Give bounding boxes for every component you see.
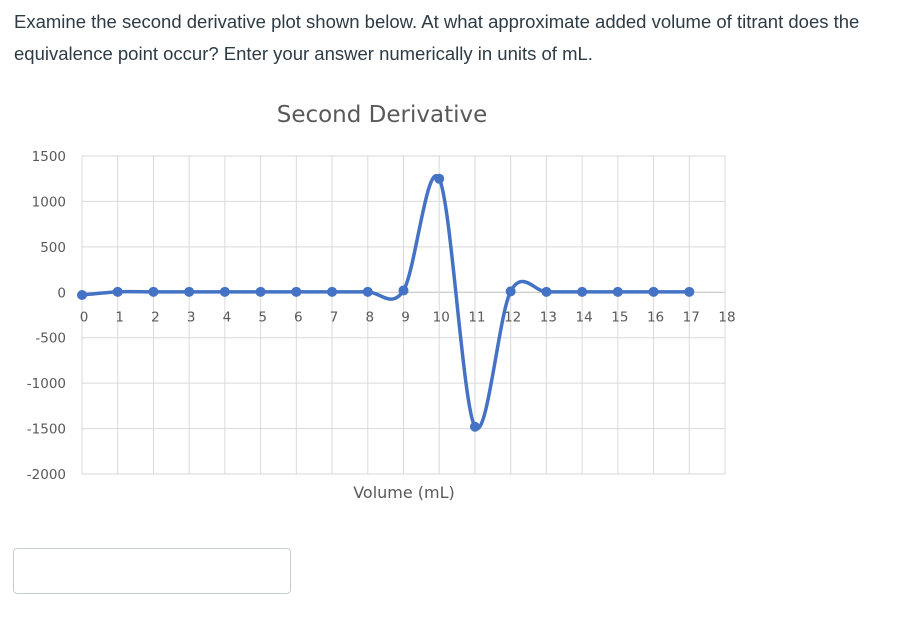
- data-point: [648, 286, 659, 297]
- x-tick-label: 3: [187, 309, 196, 325]
- chart-container: Second Derivative 1500 1000 500 0 -500 -1000 -…: [0, 90, 916, 520]
- chart-title: Second Derivative: [277, 102, 488, 128]
- data-point: [327, 286, 338, 297]
- x-tick-label: 10: [433, 309, 450, 325]
- y-tick-label: -1500: [27, 422, 66, 438]
- data-point: [612, 286, 623, 297]
- x-tick-label: 5: [258, 309, 267, 325]
- second-derivative-chart: Second Derivative 1500 1000 500 0 -500 -1000 -…: [27, 102, 736, 502]
- data-point: [505, 286, 516, 297]
- y-tick-label: 0: [57, 285, 66, 301]
- data-series: [77, 173, 695, 432]
- data-point: [541, 286, 552, 297]
- data-point: [469, 421, 480, 432]
- y-tick-label: -2000: [27, 467, 66, 483]
- x-axis-tick-labels: 0 1 2 3 4 5 6 7 8 9 10 11 12 13 14 15 16 17 18: [80, 309, 736, 325]
- gridlines: [81, 155, 726, 475]
- series-line: [80, 174, 692, 431]
- y-tick-label: 500: [40, 240, 66, 256]
- x-tick-label: 16: [647, 309, 664, 325]
- answer-input[interactable]: [13, 548, 291, 594]
- x-tick-label: 13: [540, 309, 557, 325]
- x-tick-label: 11: [468, 309, 485, 325]
- data-point: [219, 286, 230, 297]
- question-text: Examine the second derivative plot shown…: [14, 11, 860, 64]
- data-point: [291, 286, 302, 297]
- x-tick-label: 1: [115, 309, 124, 325]
- data-point: [112, 286, 123, 297]
- plot-area-border: [81, 155, 726, 475]
- y-tick-label: 1500: [32, 149, 66, 165]
- y-tick-label: -500: [35, 331, 66, 347]
- x-tick-label: 8: [365, 309, 374, 325]
- data-point: [255, 286, 266, 297]
- data-point: [77, 290, 87, 301]
- data-point: [684, 286, 695, 297]
- x-tick-label: 7: [330, 309, 339, 325]
- data-point: [434, 173, 445, 184]
- x-tick-label: 12: [504, 309, 521, 325]
- x-tick-label: 9: [401, 309, 410, 325]
- x-tick-label: 17: [683, 309, 700, 325]
- x-tick-label: 6: [294, 309, 303, 325]
- x-tick-label: 2: [151, 309, 160, 325]
- data-point: [362, 286, 373, 297]
- x-tick-label: 0: [80, 309, 89, 325]
- x-axis-title: Volume (mL): [353, 483, 455, 502]
- data-point: [184, 286, 195, 297]
- y-axis-tick-labels: 1500 1000 500 0 -500 -1000 -1500 -2000: [27, 149, 66, 483]
- x-tick-label: 15: [611, 309, 628, 325]
- x-tick-label: 14: [576, 309, 593, 325]
- x-tick-label: 18: [718, 309, 735, 325]
- y-tick-label: 1000: [32, 194, 66, 210]
- data-point: [148, 286, 159, 297]
- y-tick-label: -1000: [27, 376, 66, 392]
- data-point: [398, 285, 409, 296]
- x-tick-label: 4: [223, 309, 232, 325]
- data-point: [577, 286, 588, 297]
